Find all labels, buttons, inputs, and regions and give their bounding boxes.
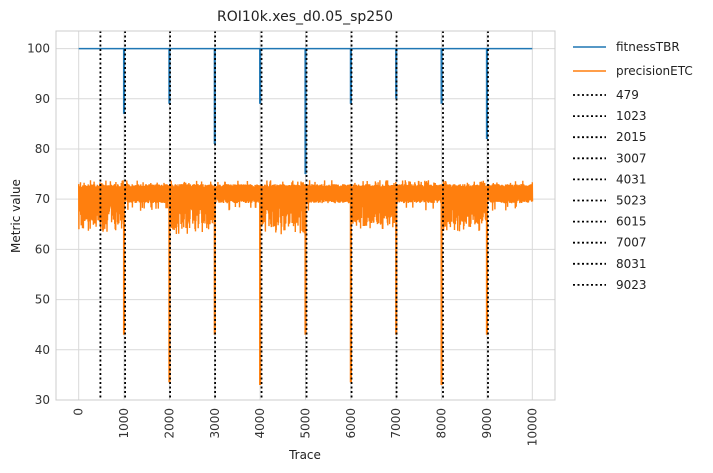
plot-frame <box>55 30 556 401</box>
legend-label-drift-8031: 8031 <box>616 257 647 271</box>
x-axis-title: Trace <box>288 448 321 462</box>
legend-label-drift-3007: 3007 <box>616 151 647 165</box>
legend: fitnessTBR precisionETC 479 1023 2015 3007 403… <box>573 40 693 292</box>
series-precisionETC-line <box>78 180 534 235</box>
legend-label-drift-1023: 1023 <box>616 109 647 123</box>
y-tick-label: 40 <box>35 343 50 357</box>
x-tick-label: 8000 <box>435 408 449 439</box>
y-tick-label: 100 <box>27 42 50 56</box>
x-tick-label: 2000 <box>162 408 176 439</box>
plot-area <box>78 31 534 400</box>
legend-label-drift-2015: 2015 <box>616 130 647 144</box>
y-tick-label: 90 <box>35 92 50 106</box>
y-tick-label: 80 <box>35 142 50 156</box>
y-tick-label: 70 <box>35 192 50 206</box>
legend-label-fitnessTBR: fitnessTBR <box>616 40 680 54</box>
legend-label-drift-479: 479 <box>616 88 639 102</box>
y-tick-label: 60 <box>35 242 50 256</box>
x-tick-label: 7000 <box>389 408 403 439</box>
x-tick-label: 0 <box>72 408 86 416</box>
x-tick-label: 9000 <box>480 408 494 439</box>
y-tick-label: 30 <box>35 393 50 407</box>
x-tick-label: 1000 <box>117 408 131 439</box>
x-tick-label: 3000 <box>208 408 222 439</box>
x-tick-label: 6000 <box>344 408 358 439</box>
legend-label-drift-9023: 9023 <box>616 278 647 292</box>
x-tick-label: 5000 <box>299 408 313 439</box>
legend-label-precisionETC: precisionETC <box>616 64 693 78</box>
x-tick-label: 10000 <box>525 408 539 446</box>
y-tick-label: 50 <box>35 293 50 307</box>
legend-label-drift-4031: 4031 <box>616 172 647 186</box>
x-tick-label: 4000 <box>253 408 267 439</box>
chart-title: ROI10k.xes_d0.05_sp250 <box>217 9 393 25</box>
legend-label-drift-5023: 5023 <box>616 194 647 208</box>
y-axis-title: Metric value <box>9 179 23 253</box>
legend-label-drift-6015: 6015 <box>616 215 647 229</box>
legend-label-drift-7007: 7007 <box>616 236 647 250</box>
